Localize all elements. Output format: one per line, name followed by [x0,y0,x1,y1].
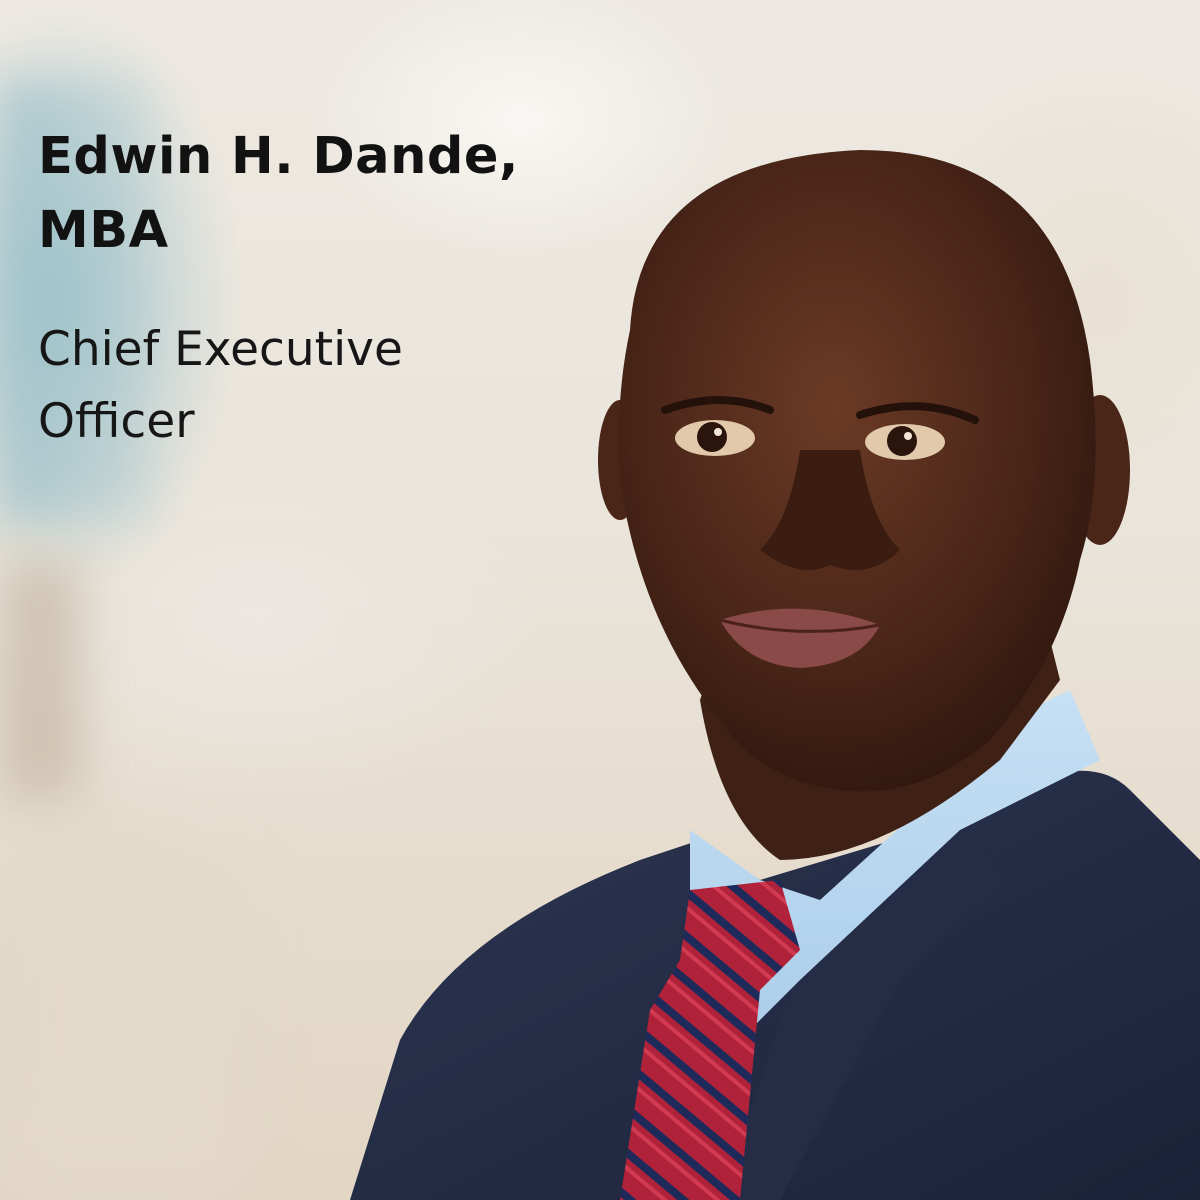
right-eye [865,424,945,460]
shirt-collar [690,690,1100,1080]
nose [760,450,900,570]
background-floor-blur [0,860,240,1200]
mouth [720,608,880,668]
suit-lapel [720,810,1010,1200]
background-window-blur [0,80,150,520]
left-eye [675,420,755,456]
job-title: Chief Executive Officer [38,322,403,449]
background-furniture-blur [0,560,80,800]
caption: Edwin H. Dande, MBA Chief Executive Offi… [38,120,598,458]
person-name: Edwin H. Dande, MBA [38,127,519,260]
necktie [620,880,800,1200]
